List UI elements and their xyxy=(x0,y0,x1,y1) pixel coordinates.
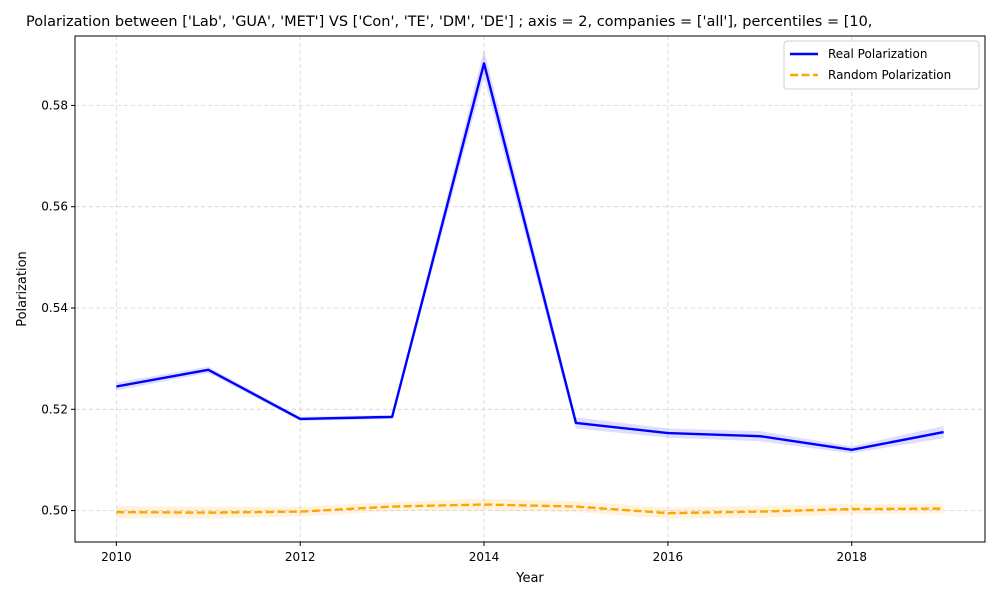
y-tick-label: 0.50 xyxy=(41,504,68,518)
y-tick-label: 0.54 xyxy=(41,301,68,315)
x-tick-label: 2014 xyxy=(469,550,500,564)
y-tick-label: 0.58 xyxy=(41,98,68,112)
y-axis-label: Polarization xyxy=(15,251,30,327)
y-tick-label: 0.52 xyxy=(41,402,68,416)
x-axis-label: Year xyxy=(515,571,544,586)
legend: Real Polarization Random Polarization xyxy=(783,40,980,90)
y-axis: 0.50 0.52 0.54 0.56 0.58 xyxy=(41,98,75,518)
legend-label: Random Polarization xyxy=(828,68,951,82)
confidence-bands xyxy=(116,49,944,519)
series-lines xyxy=(116,62,944,515)
series-line-0 xyxy=(116,62,944,452)
chart-title: Polarization between ['Lab', 'GUA', 'MET… xyxy=(26,14,872,30)
x-axis: 2010 2012 2014 2016 2018 xyxy=(101,542,867,564)
x-tick-label: 2012 xyxy=(285,550,316,564)
series-band-0 xyxy=(116,49,944,454)
x-tick-label: 2018 xyxy=(836,550,867,564)
legend-label: Real Polarization xyxy=(828,47,927,61)
grid xyxy=(75,36,985,542)
series-band-1 xyxy=(116,498,944,519)
y-tick-label: 0.56 xyxy=(41,200,68,214)
x-tick-label: 2016 xyxy=(653,550,684,564)
x-tick-label: 2010 xyxy=(101,550,132,564)
plot-frame xyxy=(74,35,986,543)
legend-box xyxy=(783,40,980,90)
